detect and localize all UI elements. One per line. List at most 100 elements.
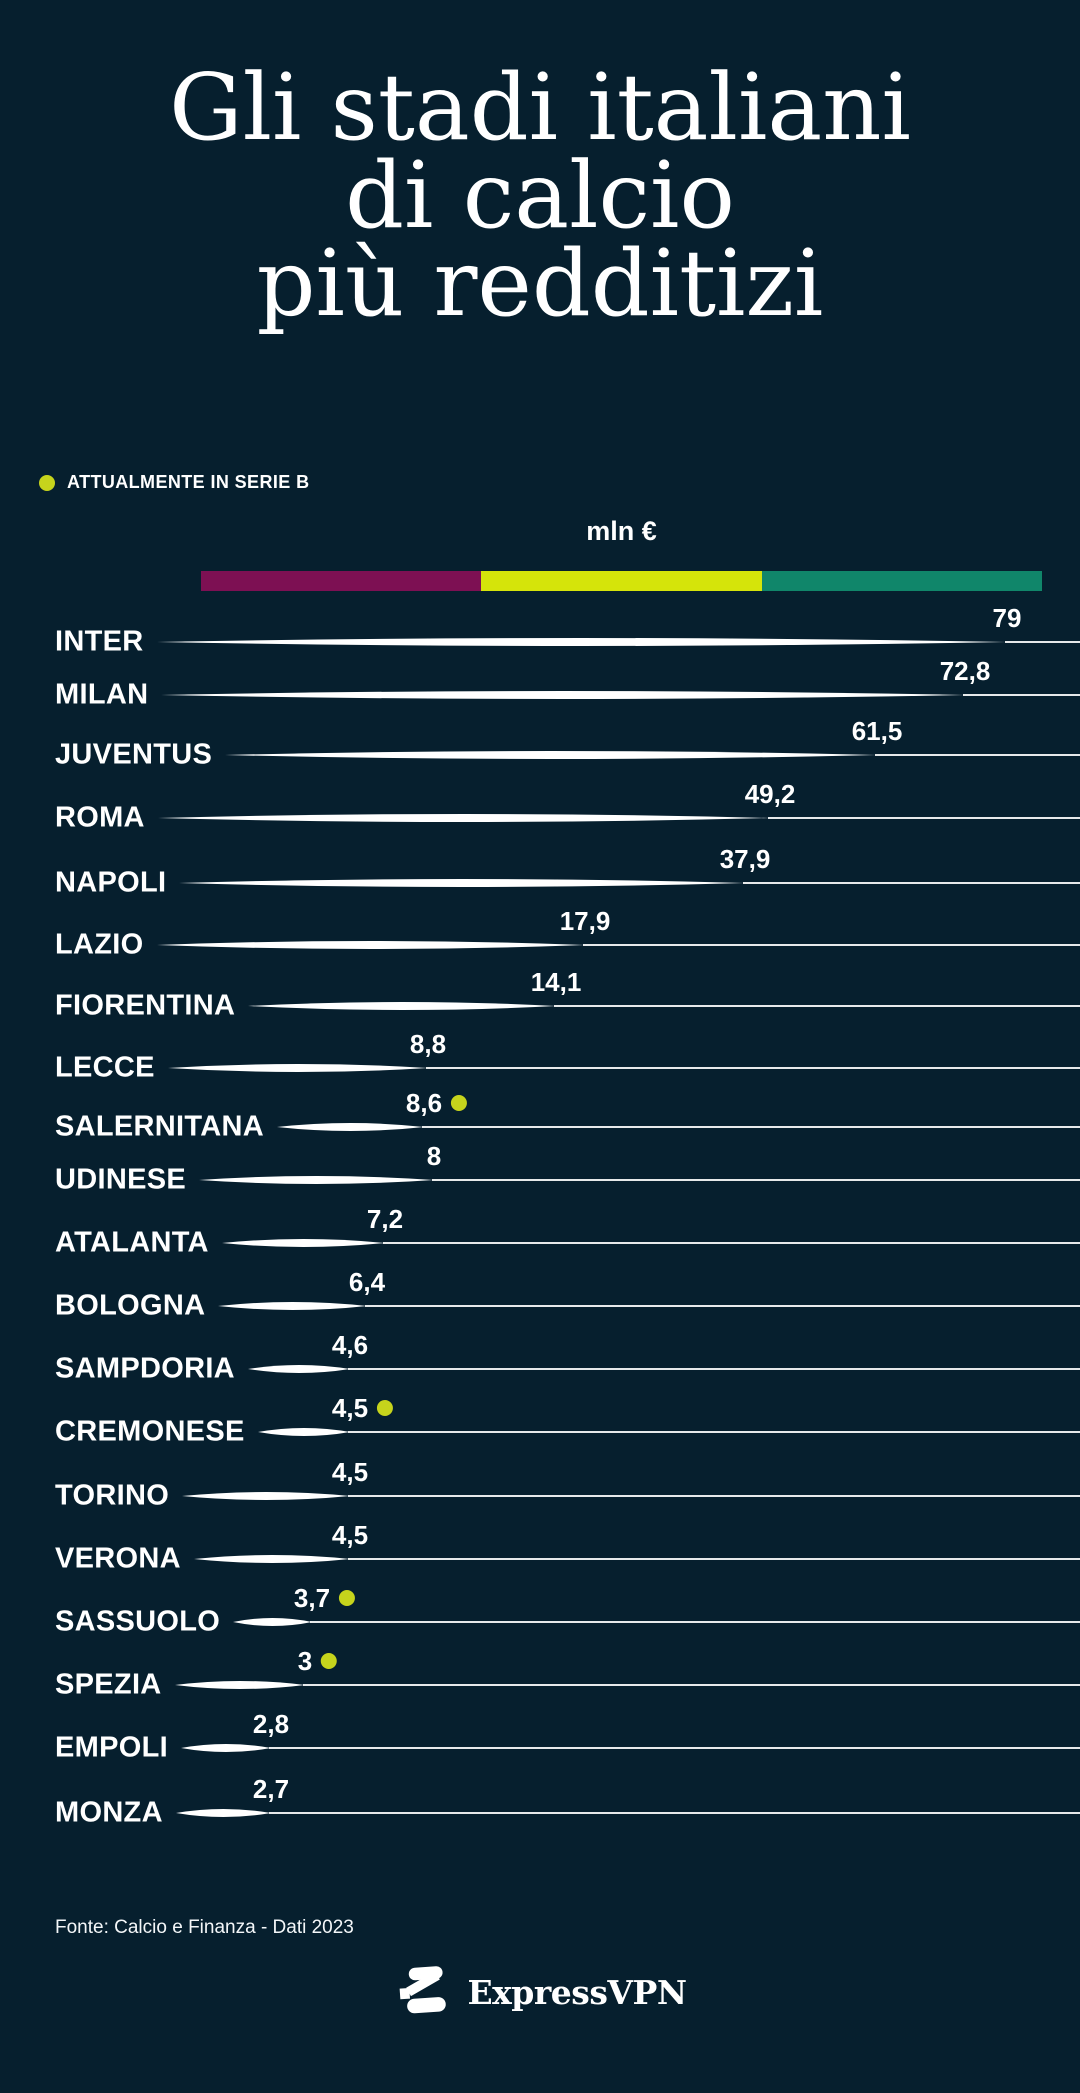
- spindle-line: [218, 1302, 1080, 1310]
- chart-row: VERONA 4,5: [0, 1522, 1080, 1591]
- title-line-3: più redditizi: [256, 230, 824, 337]
- axis-unit-label: mln €: [586, 516, 657, 546]
- value-label: 6,4: [348, 1267, 386, 1297]
- chart-row: ROMA 49,2: [0, 781, 1080, 850]
- value-label: 2,7: [252, 1774, 290, 1804]
- chart-row: FIORENTINA 14,1: [0, 969, 1080, 1038]
- chart-row: MILAN 72,8: [0, 658, 1080, 727]
- spindle-line: [181, 1744, 1080, 1752]
- team-label: TORINO: [55, 1479, 170, 1512]
- source-note: Fonte: Calcio e Finanza - Dati 2023: [55, 1917, 354, 1938]
- team-label: MONZA: [55, 1796, 163, 1829]
- value-label: 8,8: [409, 1029, 447, 1059]
- value-label: 3: [298, 1648, 338, 1674]
- title-line-1: Gli stadi italiani: [169, 54, 911, 161]
- team-label: JUVENTUS: [55, 738, 213, 771]
- chart-row: LAZIO 17,9: [0, 908, 1080, 977]
- scale-segment-yellow: [481, 571, 762, 591]
- team-label: ATALANTA: [55, 1226, 209, 1259]
- serie-b-dot-icon: [451, 1095, 468, 1111]
- expressvpn-burger-icon: [393, 1964, 451, 2021]
- team-label: CREMONESE: [55, 1415, 245, 1448]
- team-label: LECCE: [55, 1051, 155, 1084]
- value-label: 4,5: [331, 1457, 369, 1487]
- team-label: MILAN: [55, 678, 149, 711]
- spindle-line: [161, 691, 1080, 699]
- value-label: 49,2: [744, 779, 796, 809]
- chart-row: NAPOLI 37,9: [0, 846, 1080, 915]
- spindle-line: [175, 1681, 1080, 1689]
- spindle-line: [157, 941, 1080, 949]
- chart-row: SAMPDORIA 4,6: [0, 1332, 1080, 1401]
- chart-row: ATALANTA 7,2: [0, 1206, 1080, 1275]
- team-label: FIORENTINA: [55, 989, 236, 1022]
- spindle-line: [248, 1365, 1080, 1373]
- chart-row: MONZA 2,7: [0, 1776, 1080, 1845]
- spindle-line: [179, 879, 1080, 887]
- spindle-line: [248, 1002, 1080, 1010]
- serie-b-dot-icon: [377, 1400, 394, 1416]
- chart-row: EMPOLI 2,8: [0, 1711, 1080, 1780]
- value-label: 4,5: [332, 1395, 394, 1421]
- spindle-line: [182, 1492, 1080, 1500]
- value-label: 8: [426, 1141, 442, 1171]
- spindle-line: [176, 1809, 1080, 1817]
- page-title: Gli stadi italiani di calcio più redditi…: [0, 54, 1080, 337]
- serie-b-legend-dot-icon: [39, 474, 55, 491]
- spindle-line: [199, 1176, 1080, 1184]
- spindle-line: [157, 638, 1080, 646]
- team-label: LAZIO: [55, 928, 144, 961]
- value-label: 4,5: [331, 1520, 369, 1550]
- chart-row: INTER 79: [0, 605, 1080, 674]
- spindle-line: [233, 1618, 1080, 1626]
- value-label: 37,9: [719, 844, 771, 874]
- value-label: 17,9: [559, 906, 611, 936]
- value-label: 2,8: [252, 1709, 290, 1739]
- title-line-2: di calcio: [345, 142, 735, 249]
- chart-row: SALERNITANA 8,6: [0, 1090, 1080, 1159]
- scale-segment-purple: [201, 571, 482, 591]
- chart-row: CREMONESE 4,5: [0, 1395, 1080, 1464]
- value-label: 72,8: [939, 656, 991, 686]
- spindle-line: [258, 1428, 1080, 1436]
- scale-segment-teal: [761, 571, 1042, 591]
- chart-row: TORINO 4,5: [0, 1459, 1080, 1528]
- spindle-line: [225, 751, 1080, 759]
- team-label: UDINESE: [55, 1163, 187, 1196]
- legend-label: ATTUALMENTE IN SERIE B: [67, 472, 310, 492]
- value-label: 79: [992, 603, 1022, 633]
- serie-b-dot-icon: [321, 1653, 338, 1669]
- team-label: INTER: [55, 625, 144, 658]
- brand-logo: ExpressVPN: [0, 1964, 1080, 2021]
- team-label: ROMA: [55, 801, 145, 834]
- chart-row: UDINESE 8: [0, 1143, 1080, 1212]
- team-label: SASSUOLO: [55, 1605, 221, 1638]
- brand-name: ExpressVPN: [467, 1973, 687, 2012]
- team-label: BOLOGNA: [55, 1289, 206, 1322]
- spindle-line: [168, 1064, 1080, 1072]
- chart-row: LECCE 8,8: [0, 1031, 1080, 1100]
- value-label: 8,6: [406, 1090, 468, 1116]
- spindle-line: [158, 814, 1080, 822]
- team-label: SALERNITANA: [55, 1110, 264, 1143]
- team-label: NAPOLI: [55, 866, 167, 899]
- value-label: 3,7: [294, 1585, 356, 1611]
- spindle-line: [222, 1239, 1080, 1247]
- team-label: EMPOLI: [55, 1731, 168, 1764]
- chart-row: SPEZIA 3: [0, 1648, 1080, 1717]
- spindle-line: [277, 1123, 1080, 1131]
- team-label: SPEZIA: [55, 1668, 162, 1701]
- value-label: 4,6: [331, 1330, 369, 1360]
- team-label: VERONA: [55, 1542, 181, 1575]
- value-label: 7,2: [366, 1204, 404, 1234]
- value-label: 14,1: [530, 967, 582, 997]
- value-label: 61,5: [851, 716, 903, 746]
- chart-row: BOLOGNA 6,4: [0, 1269, 1080, 1338]
- scale-color-bar: [201, 571, 1042, 591]
- spindle-line: [194, 1555, 1080, 1563]
- chart-row: JUVENTUS 61,5: [0, 718, 1080, 787]
- legend: ATTUALMENTE IN SERIE B: [39, 472, 309, 493]
- team-label: SAMPDORIA: [55, 1352, 235, 1385]
- chart-row: SASSUOLO 3,7: [0, 1585, 1080, 1654]
